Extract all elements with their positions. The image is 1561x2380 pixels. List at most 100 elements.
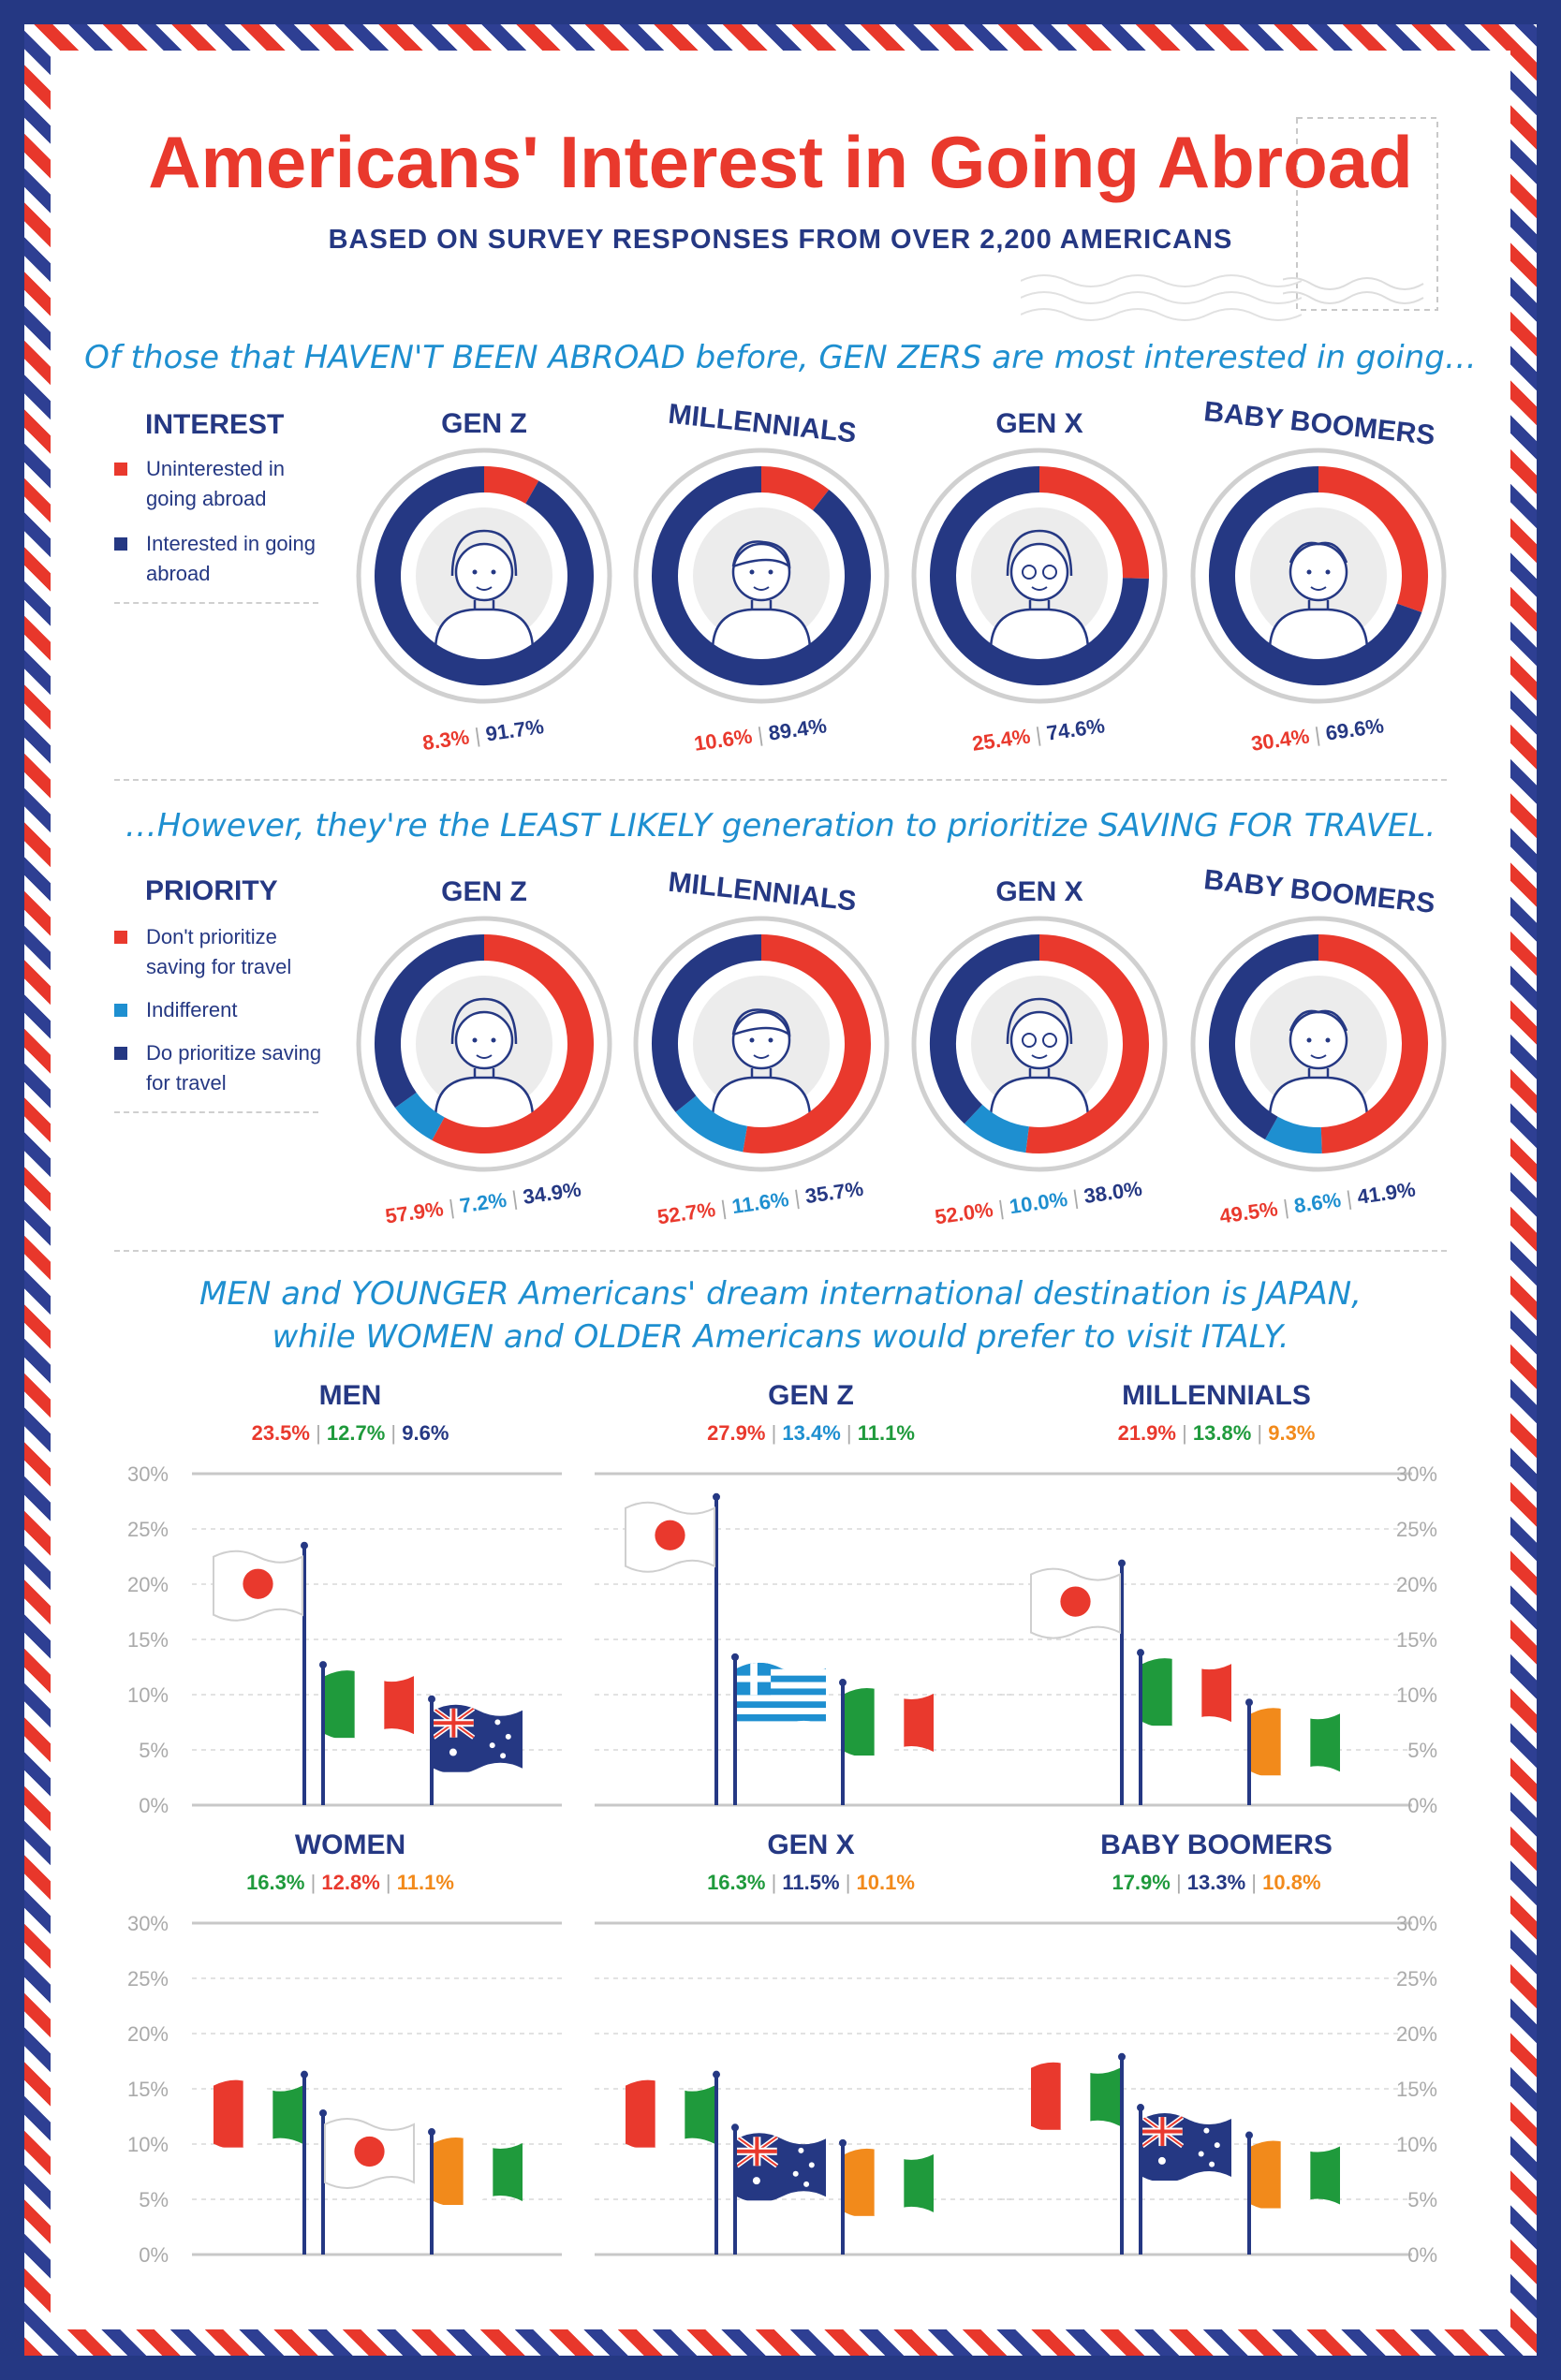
percent-labels: 57.9% | 7.2% | 34.9%: [384, 1178, 582, 1227]
percent-label: 35.7%: [803, 1177, 864, 1208]
donut-millennials: MILLENNIALS 52.7% | 11.6% | 35.7%: [633, 867, 890, 1227]
donut-slice-1: [760, 466, 830, 511]
percent-label: 9.3%: [1268, 1421, 1315, 1445]
percent-label: 11.6%: [730, 1187, 790, 1218]
flag-mark: [325, 1670, 414, 1739]
flag-mark: [845, 2148, 934, 2216]
y-tick-label: 15%: [1396, 2078, 1437, 2101]
mouth: [1310, 586, 1327, 591]
flag-mark: [1251, 2140, 1340, 2209]
donut-slice-2: [964, 1104, 1030, 1153]
legend-divider: [114, 1111, 318, 1113]
eye: [1306, 569, 1312, 575]
page-subtitle: BASED ON SURVEY RESPONSES FROM OVER 2,20…: [328, 225, 1233, 255]
person-head: [731, 542, 791, 602]
percent-labels: 8.3% | 91.7%: [421, 714, 546, 755]
percent-label: 11.5%: [782, 1871, 839, 1894]
chart-percent-labels: 27.9% | 13.4% | 11.1%: [707, 1421, 915, 1445]
flag-chart-women: WOMEN 16.3% | 12.8% | 11.1% 30% 25% 20% 15% 10…: [127, 1829, 562, 2267]
y-tick-label: 10%: [127, 1683, 169, 1707]
percent-label: 25.4%: [971, 724, 1032, 755]
italy-flag-icon: [626, 2079, 714, 2148]
person-hair: [1289, 541, 1348, 564]
person-head: [1289, 542, 1348, 602]
y-tick-label: 0%: [1407, 2243, 1437, 2267]
donut-slice-2: [1209, 466, 1422, 685]
person-hair: [1289, 1009, 1348, 1032]
flag-mark: [213, 1550, 303, 1622]
legend-item: Do prioritize saving for travel: [114, 1038, 330, 1111]
postmark-lines-icon: [1021, 274, 1302, 321]
chart-title: GEN Z: [768, 1380, 854, 1411]
y-tick-label: 30%: [1396, 1912, 1437, 1935]
person-head: [1009, 542, 1069, 602]
donut-slice-2: [375, 466, 594, 685]
donut-slice-2: [652, 466, 871, 685]
japan-flag-icon: [214, 1550, 302, 1619]
flag-pole-top: [713, 1492, 720, 1501]
flag-mark: [434, 1704, 523, 1772]
flag-pole-top: [428, 2128, 435, 2137]
interest-legend: Uninterested in going abroad Interested …: [114, 454, 330, 604]
y-tick-label: 10%: [1396, 2133, 1437, 2156]
flag-pole-top: [839, 1679, 847, 1687]
y-tick-label: 15%: [1396, 1628, 1437, 1652]
percent-label: 17.9%: [1112, 1871, 1170, 1894]
ireland-flag-icon: [434, 2138, 523, 2206]
percent-label: 8.6%: [1292, 1188, 1342, 1218]
donut-slice-1: [1038, 466, 1149, 579]
donut-slice-2: [930, 466, 1149, 685]
legend-item: Uninterested in going abroad: [114, 454, 330, 529]
donut-slice-1: [483, 466, 539, 505]
legend-divider: [114, 602, 318, 604]
chart-percent-labels: 16.3% | 11.5% | 10.1%: [707, 1871, 915, 1894]
chart-percent-labels: 23.5% | 12.7% | 9.6%: [252, 1421, 449, 1445]
percent-label: 7.2%: [458, 1188, 508, 1218]
percent-label: 13.8%: [1193, 1421, 1251, 1445]
flag-pole-top: [731, 2123, 739, 2132]
flag-mark: [626, 2079, 714, 2148]
section1-headline: Of those that HAVEN'T BEEN ABROAD before…: [84, 339, 1477, 376]
donut-gen-x: GEN X 25.4% | 74.6%: [911, 408, 1168, 756]
percent-label: 12.7%: [327, 1421, 385, 1445]
envelope-paper: [51, 51, 1510, 2329]
person-body: [1268, 600, 1369, 652]
australia-flag-icon: [737, 2133, 826, 2201]
donut-slice-2: [675, 1095, 748, 1153]
donut-gen-z: GEN Z 57.9% | 7.2% | 34.9%: [356, 876, 612, 1227]
y-tick-label: 25%: [1396, 1967, 1437, 1991]
flag-pole-top: [301, 1541, 308, 1550]
flag-pole-top: [731, 1653, 739, 1661]
mouth: [1310, 1054, 1327, 1059]
section-divider: [114, 779, 1447, 781]
generation-label: BABY BOOMERS: [1202, 864, 1436, 919]
ireland-flag-icon: [845, 2148, 934, 2216]
percent-label: 13.3%: [1187, 1871, 1245, 1894]
generation-label: MILLENNIALS: [667, 399, 858, 449]
eye: [1325, 1037, 1331, 1043]
flag-mark: [737, 1662, 826, 1722]
flag-pole-top: [1118, 2052, 1126, 2061]
generation-label: GEN Z: [441, 408, 527, 439]
flag-pole-top: [319, 1661, 327, 1669]
donut-slice-1: [1318, 934, 1428, 1153]
percent-labels: 52.0% | 10.0% | 38.0%: [934, 1177, 1143, 1227]
person-body: [989, 600, 1090, 652]
italy-flag-icon: [845, 1688, 934, 1756]
donut-slice-3: [375, 934, 485, 1109]
y-tick-label: 0%: [139, 1794, 169, 1817]
percent-label: 23.5%: [252, 1421, 310, 1445]
person-hair: [1006, 997, 1073, 1045]
australia-flag-icon: [1142, 2113, 1231, 2182]
y-tick-label: 20%: [1396, 2022, 1437, 2046]
person-head: [454, 542, 514, 602]
italy-flag-icon: [1031, 2062, 1120, 2130]
mouth: [1031, 586, 1048, 591]
chart-title: GEN X: [767, 1829, 854, 1860]
donut-slice-2: [1264, 1116, 1322, 1153]
legend-swatch: [114, 931, 127, 944]
japan-flag-icon: [626, 1502, 714, 1570]
eye: [491, 569, 496, 575]
legend-label: Uninterested in going abroad: [146, 457, 285, 510]
eye: [1306, 1037, 1312, 1043]
